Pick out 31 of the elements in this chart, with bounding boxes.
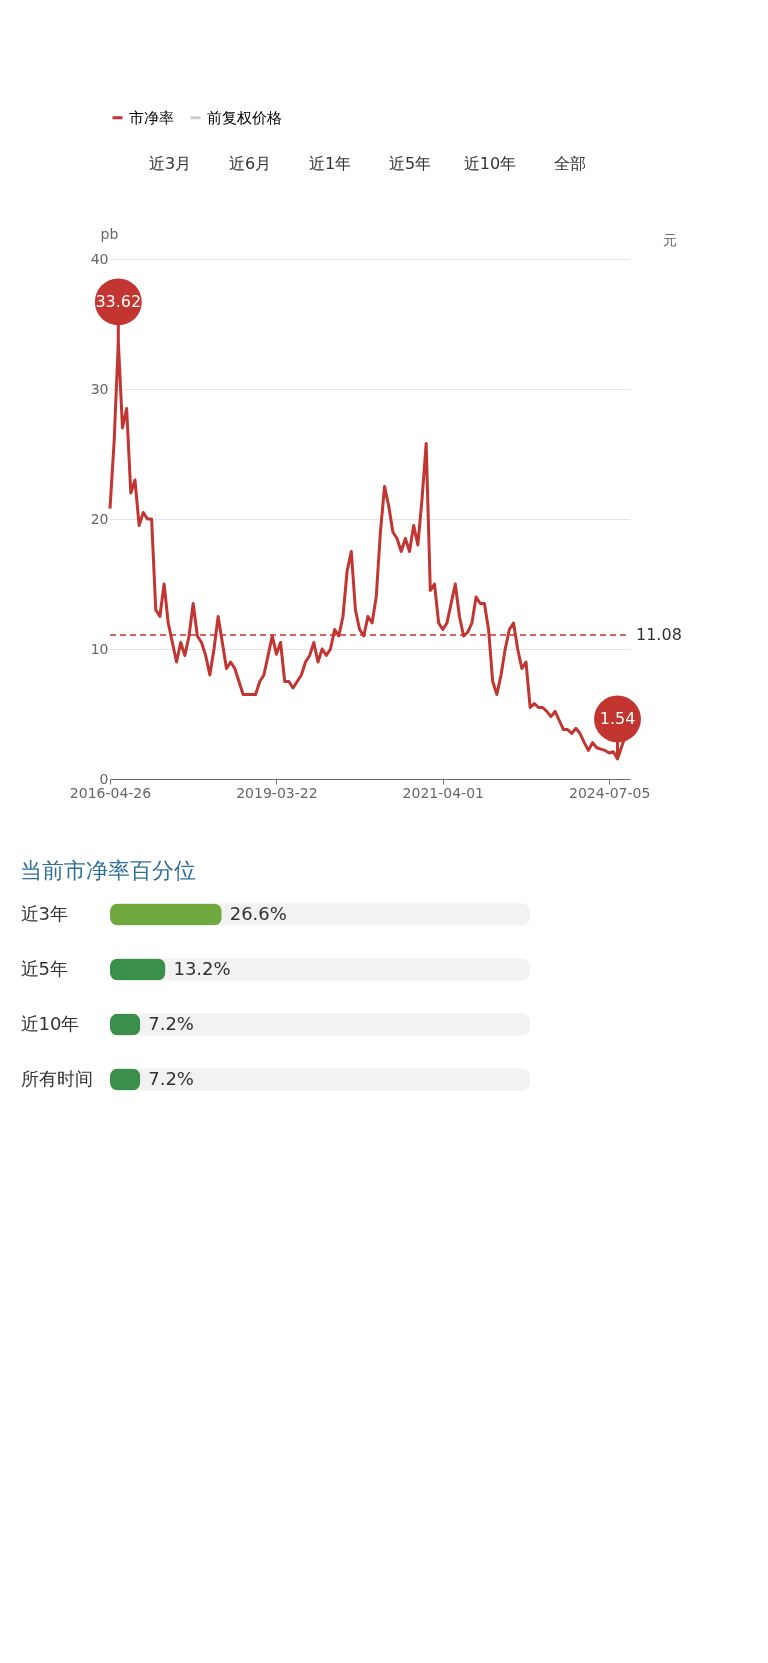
x-tick-label: 2016-04-26 bbox=[69, 784, 152, 801]
x-tick-label: 2024-07-05 bbox=[569, 784, 651, 801]
text: 近10年 bbox=[463, 154, 517, 173]
y2-axis-title: 元 bbox=[663, 232, 677, 248]
ref-line-label: 11.08 bbox=[636, 624, 682, 644]
y-tick-label: 近3年 bbox=[20, 902, 68, 924]
y-tick-label: 0 bbox=[99, 770, 109, 787]
legend-label: 前复权价格 bbox=[207, 108, 282, 127]
text: 近3月 bbox=[148, 154, 192, 173]
y-tick-label: 40 bbox=[90, 250, 109, 267]
y-tick-label: 30 bbox=[90, 380, 109, 397]
x-tick-label: 2019-03-22 bbox=[236, 784, 318, 801]
y-tick-label: 所有时间 bbox=[20, 1067, 93, 1089]
y-tick-label: 近5年 bbox=[20, 957, 68, 979]
data-label: 26.6% bbox=[229, 902, 287, 924]
y-axis-title: pb bbox=[100, 225, 119, 242]
y-tick-label: 近10年 bbox=[20, 1012, 80, 1034]
annotation: 33.62 bbox=[95, 291, 142, 311]
text: 全部 bbox=[554, 154, 586, 173]
chart-title: 当前市净率百分位 bbox=[20, 858, 196, 883]
legend-label: 市净率 bbox=[129, 108, 174, 127]
data-label: 7.2% bbox=[148, 1012, 194, 1034]
y-tick-label: 20 bbox=[90, 510, 109, 527]
annotation: 1.54 bbox=[599, 708, 636, 728]
text: 近1年 bbox=[308, 154, 352, 173]
x-tick-label: 2021-04-01 bbox=[402, 784, 484, 801]
text: 近6月 bbox=[228, 154, 272, 173]
y-tick-label: 10 bbox=[90, 640, 109, 657]
data-label: 13.2% bbox=[173, 957, 231, 979]
data-label: 7.2% bbox=[148, 1067, 194, 1089]
text: 近5年 bbox=[388, 154, 432, 173]
